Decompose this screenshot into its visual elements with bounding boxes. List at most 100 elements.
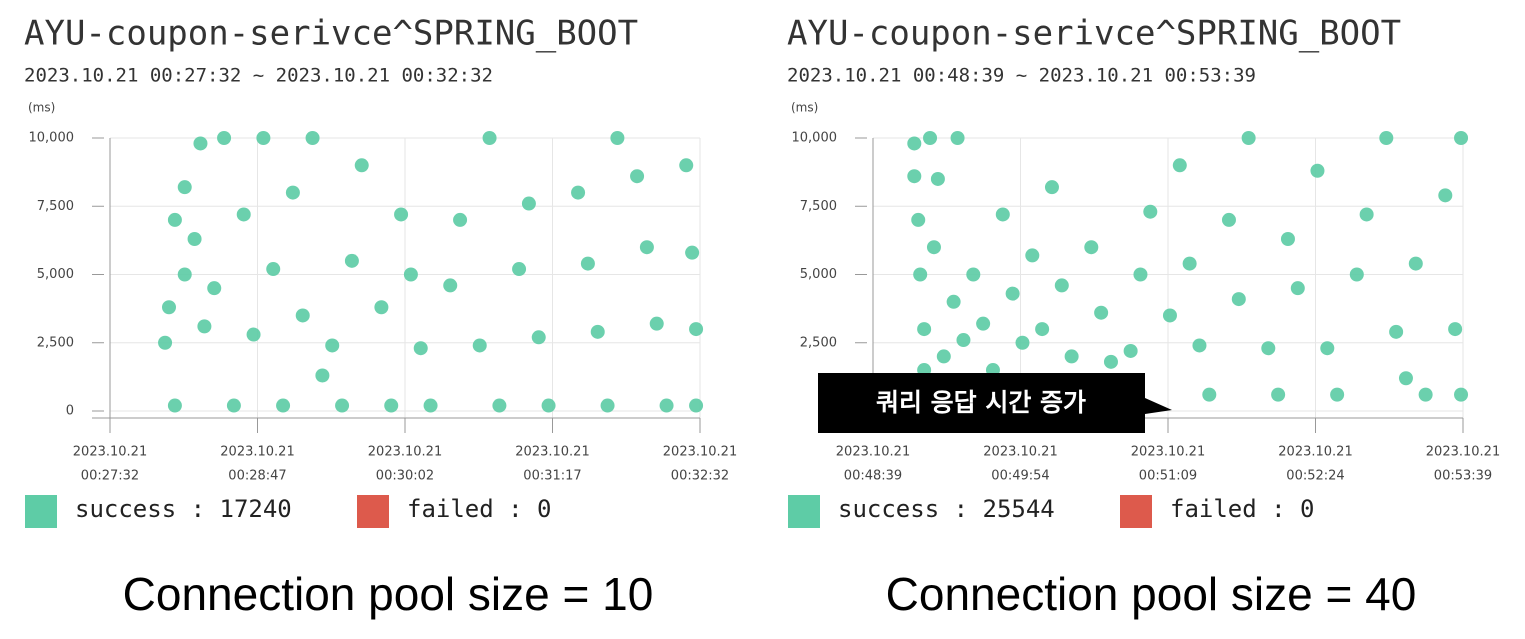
data-point xyxy=(689,398,704,413)
data-point xyxy=(1398,371,1413,386)
y-tick-label: 7,500 xyxy=(37,199,74,214)
data-point xyxy=(1221,212,1236,227)
y-tick-label: 7,500 xyxy=(800,199,837,214)
data-point xyxy=(610,131,625,145)
data-point xyxy=(1271,387,1286,402)
data-point xyxy=(1261,341,1276,356)
x-tick-label: 00:28:47 xyxy=(228,469,286,484)
data-point xyxy=(167,212,182,227)
data-point xyxy=(1448,322,1463,337)
x-tick-label: 2023.10.21 xyxy=(1278,445,1352,460)
data-point xyxy=(482,131,497,145)
data-point xyxy=(1280,232,1295,247)
data-point xyxy=(453,212,468,227)
data-point xyxy=(472,338,487,353)
y-tick-label: 0 xyxy=(66,404,74,419)
data-point xyxy=(177,267,192,282)
data-point xyxy=(285,185,300,200)
data-point xyxy=(950,131,965,145)
chart-subtitle: 2023.10.21 00:48:39 ~ 2023.10.21 00:53:3… xyxy=(787,65,1256,87)
data-point xyxy=(1143,204,1158,219)
y-axis-label: (ms) xyxy=(791,101,818,115)
data-point xyxy=(1035,322,1050,337)
x-tick-label: 00:53:39 xyxy=(1434,469,1492,484)
data-point xyxy=(689,322,704,337)
data-point xyxy=(325,338,340,353)
x-tick-label: 2023.10.21 xyxy=(983,445,1057,460)
data-point xyxy=(1454,387,1469,402)
data-point xyxy=(946,294,961,309)
x-tick-label: 2023.10.21 xyxy=(73,445,147,460)
data-point xyxy=(246,327,261,342)
data-point xyxy=(630,169,645,184)
data-point xyxy=(541,398,556,413)
x-tick-label: 00:27:32 xyxy=(81,469,139,484)
data-point xyxy=(217,131,232,145)
data-point xyxy=(1054,278,1069,293)
data-point xyxy=(197,319,212,334)
data-point xyxy=(1133,267,1148,282)
y-tick-label: 5,000 xyxy=(37,267,74,282)
data-point xyxy=(374,300,389,315)
y-tick-label: 2,500 xyxy=(37,335,74,350)
chart-subtitle: 2023.10.21 00:27:32 ~ 2023.10.21 00:32:3… xyxy=(24,65,493,87)
chart-title: AYU-coupon-serivce^SPRING_BOOT xyxy=(787,14,1401,54)
x-tick-label: 00:49:54 xyxy=(991,469,1049,484)
data-point xyxy=(256,131,271,145)
data-point xyxy=(936,349,951,364)
data-point xyxy=(976,316,991,331)
data-point xyxy=(1454,131,1469,145)
data-point xyxy=(403,267,418,282)
chart-title: AYU-coupon-serivce^SPRING_BOOT xyxy=(24,14,638,54)
data-point xyxy=(923,131,938,145)
x-tick-label: 00:48:39 xyxy=(844,469,902,484)
data-point xyxy=(1202,387,1217,402)
caption: Connection pool size = 10 xyxy=(123,568,654,620)
data-point xyxy=(295,308,310,323)
data-point xyxy=(1231,292,1246,307)
data-point xyxy=(158,335,173,350)
data-point xyxy=(1389,324,1404,339)
data-point xyxy=(1349,267,1364,282)
legend-label: failed : 0 xyxy=(1170,495,1315,523)
data-point xyxy=(1310,163,1325,178)
legend-swatch xyxy=(1120,495,1152,528)
data-point xyxy=(1192,338,1207,353)
x-tick-label: 00:31:17 xyxy=(523,469,581,484)
data-point xyxy=(1182,256,1197,271)
data-point xyxy=(1241,131,1256,145)
data-point xyxy=(926,240,941,255)
data-point xyxy=(1290,281,1305,296)
data-point xyxy=(1320,341,1335,356)
data-point xyxy=(305,131,320,145)
data-point xyxy=(512,262,527,277)
data-point xyxy=(1005,286,1020,301)
data-point xyxy=(1084,240,1099,255)
y-tick-label: 5,000 xyxy=(800,267,837,282)
annotation: 쿼리 응답 시간 증가 xyxy=(876,388,1086,417)
data-point xyxy=(956,333,971,348)
data-point xyxy=(590,324,605,339)
data-point xyxy=(226,398,241,413)
data-point xyxy=(1438,188,1453,203)
legend-swatch xyxy=(788,495,820,528)
data-point xyxy=(344,253,359,268)
data-point xyxy=(266,262,281,277)
data-point xyxy=(492,398,507,413)
x-tick-label: 2023.10.21 xyxy=(368,445,442,460)
data-point xyxy=(167,398,182,413)
data-point xyxy=(1162,308,1177,323)
data-point xyxy=(679,158,694,173)
data-point xyxy=(443,278,458,293)
data-point xyxy=(193,136,208,151)
data-point xyxy=(394,207,409,222)
data-point xyxy=(1094,305,1109,320)
data-point xyxy=(531,330,546,345)
data-point xyxy=(423,398,438,413)
data-point xyxy=(649,316,664,331)
x-tick-label: 00:30:02 xyxy=(376,469,434,484)
data-point xyxy=(685,245,700,260)
data-point xyxy=(276,398,291,413)
x-tick-label: 2023.10.21 xyxy=(836,445,910,460)
data-point xyxy=(413,341,428,356)
